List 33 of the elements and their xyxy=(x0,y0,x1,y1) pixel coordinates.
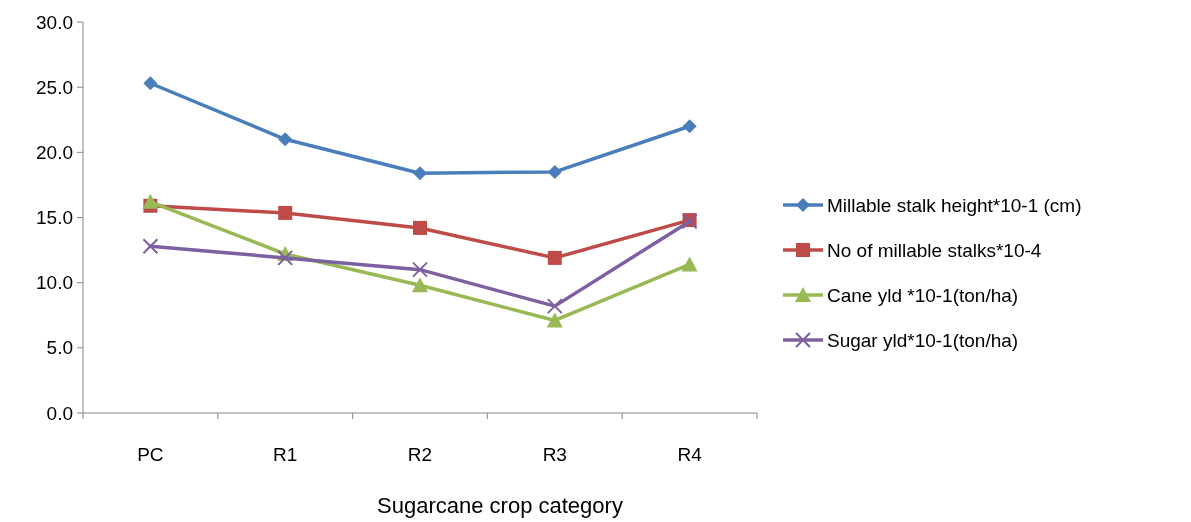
point xyxy=(547,250,562,265)
x-tick-label: R2 xyxy=(407,444,433,465)
legend-label: No of millable stalks*10-4 xyxy=(827,239,1042,261)
y-tick-label: 20.0 xyxy=(36,141,73,163)
point xyxy=(547,164,562,179)
point xyxy=(412,261,428,278)
y-tick-label: 0.0 xyxy=(46,402,73,424)
x-tick-label: R4 xyxy=(677,444,703,465)
x-axis-title: Sugarcane crop category xyxy=(377,493,623,518)
point xyxy=(412,277,428,293)
y-tick-label: 15.0 xyxy=(36,207,73,229)
point xyxy=(278,132,293,147)
x-tick-label: R1 xyxy=(273,444,298,465)
y-tick-label: 30.0 xyxy=(36,11,73,33)
point xyxy=(681,256,698,272)
y-tick-label: 25.0 xyxy=(36,76,73,98)
point xyxy=(413,166,427,181)
x-tick-label: R3 xyxy=(542,444,567,465)
y-tick-label: 5.0 xyxy=(46,337,73,359)
y-tick-label: 10.0 xyxy=(36,272,73,294)
point xyxy=(546,298,563,315)
legend-label: Cane yld *10-1(ton/ha) xyxy=(827,284,1019,306)
point xyxy=(142,238,159,255)
point xyxy=(277,249,294,266)
legend-label: Millable stalk height*10-1 (cm) xyxy=(827,194,1082,216)
x-tick-label: PC xyxy=(137,444,164,465)
point xyxy=(546,312,563,328)
point xyxy=(142,193,159,209)
point xyxy=(413,220,427,235)
legend-label: Sugar yld*10-1(ton/ha) xyxy=(827,329,1019,351)
point xyxy=(278,205,293,220)
point xyxy=(143,76,158,91)
point xyxy=(682,119,697,134)
